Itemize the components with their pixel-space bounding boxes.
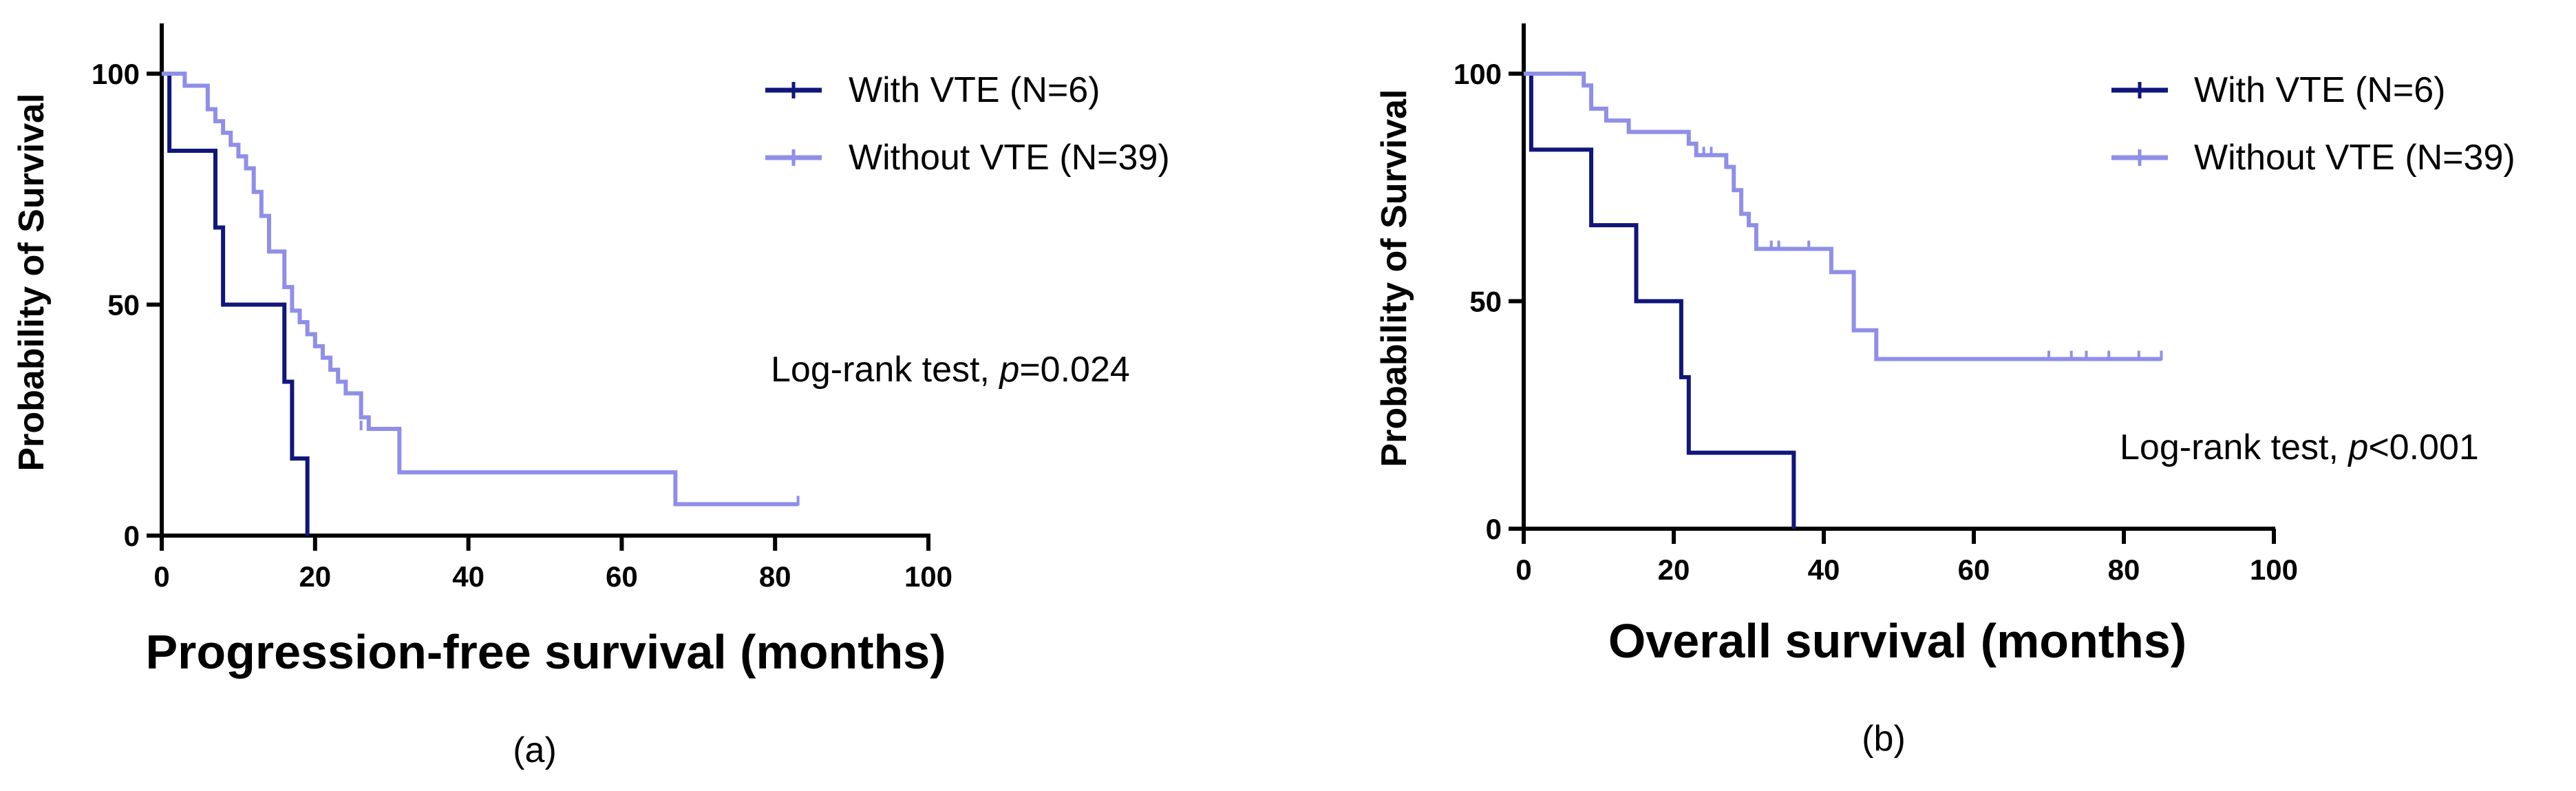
y-axis-title: Probability of Survival	[1374, 89, 1414, 467]
annotation-prefix: Log-rank test,	[771, 350, 999, 390]
x-ticks: 0 20 40 60 80 100	[153, 536, 952, 593]
legend: With VTE (N=6) Without VTE (N=39)	[765, 70, 1170, 178]
series-line-0	[1524, 72, 1796, 529]
series-line-1	[162, 72, 798, 507]
x-tick-label: 40	[1808, 553, 1840, 586]
annotation-p: p	[998, 350, 1019, 390]
x-tick-label: 80	[759, 560, 791, 593]
y-ticks: 0 50 100	[92, 58, 162, 552]
x-ticks: 0 20 40 60 80 100	[1515, 529, 2298, 586]
panel-b: 0 20 40 60 80 100 0 50 100 Overall survival (mo…	[1374, 23, 2515, 759]
legend-label-without-vte: Without VTE (N=39)	[2194, 138, 2515, 178]
x-tick-label: 20	[1658, 553, 1690, 586]
panel-caption: (b)	[1862, 719, 1906, 759]
y-tick-label: 100	[1454, 58, 1502, 90]
x-tick-label: 40	[452, 560, 485, 593]
panel-a: 0 20 40 60 80 100 0 50 100 Progression-free sur…	[12, 23, 1170, 770]
log-rank-annotation: Log-rank test, p=0.024	[771, 350, 1130, 390]
x-tick-label: 60	[1958, 553, 1990, 586]
y-axis-title: Probability of Survival	[12, 93, 52, 471]
y-tick-label: 50	[107, 289, 140, 321]
series-layer	[162, 72, 800, 536]
x-axis-title: Overall survival (months)	[1608, 614, 2186, 668]
x-tick-label: 60	[606, 560, 638, 593]
legend: With VTE (N=6) Without VTE (N=39)	[2111, 70, 2515, 178]
x-tick-label: 20	[299, 560, 331, 593]
legend-label-without-vte: Without VTE (N=39)	[849, 138, 1170, 178]
x-axis-title: Progression-free survival (months)	[145, 625, 946, 679]
x-tick-label: 0	[1515, 553, 1531, 586]
y-tick-label: 0	[124, 520, 140, 552]
series-layer	[1524, 72, 2163, 529]
legend-entry-with-vte: With VTE (N=6)	[2111, 70, 2446, 110]
x-tick-label: 100	[904, 560, 952, 593]
y-tick-label: 100	[92, 58, 140, 90]
series-line-0	[162, 72, 310, 536]
log-rank-annotation: Log-rank test, p<0.001	[2120, 428, 2479, 467]
annotation-value: <0.001	[2368, 428, 2479, 467]
legend-label-with-vte: With VTE (N=6)	[849, 70, 1100, 110]
annotation-p: p	[2347, 428, 2368, 467]
panel-caption: (a)	[513, 730, 557, 770]
x-tick-label: 0	[153, 560, 169, 593]
series-line-1	[1524, 72, 2162, 361]
y-ticks: 0 50 100	[1454, 58, 1524, 545]
legend-entry-with-vte: With VTE (N=6)	[765, 70, 1100, 110]
y-tick-label: 50	[1469, 286, 1502, 318]
annotation-value: =0.024	[1019, 350, 1130, 390]
y-tick-label: 0	[1486, 513, 1502, 545]
x-tick-label: 80	[2108, 553, 2140, 586]
legend-entry-without-vte: Without VTE (N=39)	[765, 138, 1170, 178]
annotation-prefix: Log-rank test,	[2120, 428, 2348, 467]
legend-entry-without-vte: Without VTE (N=39)	[2111, 138, 2515, 178]
x-tick-label: 100	[2250, 553, 2298, 586]
legend-label-with-vte: With VTE (N=6)	[2194, 70, 2446, 110]
